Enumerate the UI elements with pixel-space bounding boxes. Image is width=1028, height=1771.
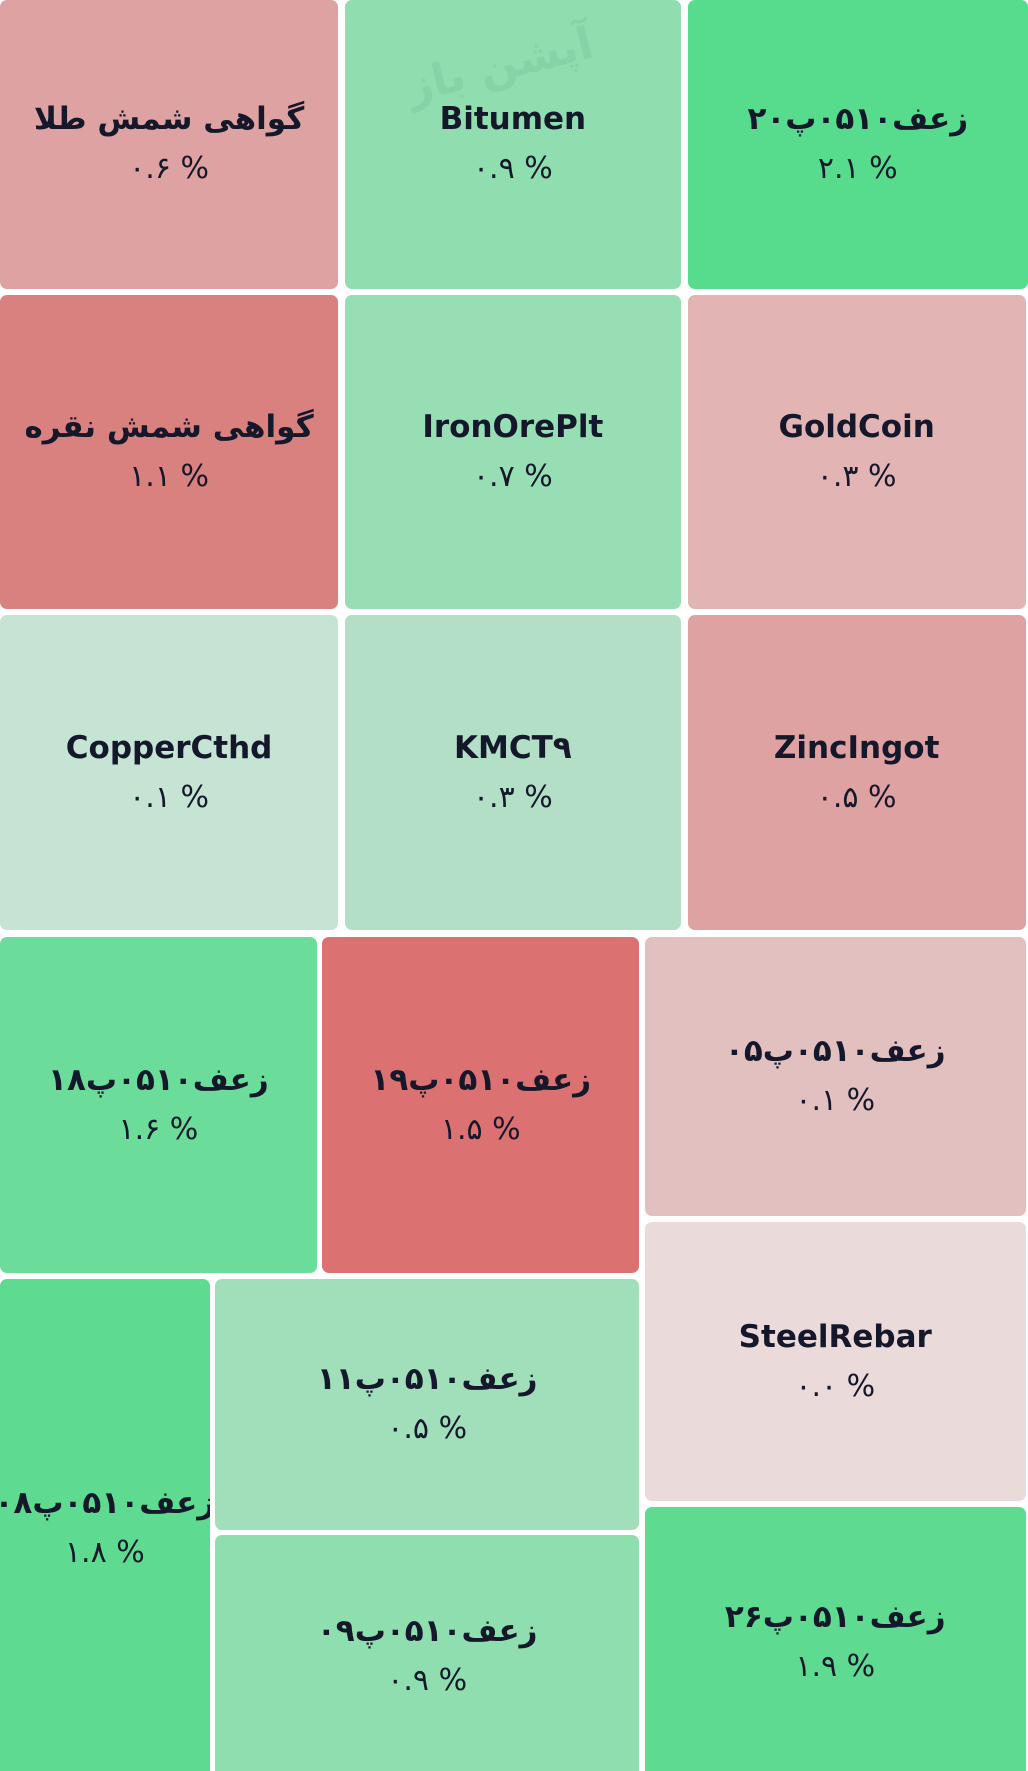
tile-change: ۰.۰ %	[795, 1368, 876, 1404]
tile[interactable]: GoldCoin ۰.۳ %	[687, 295, 1026, 609]
tile[interactable]: IronOrePlt ۰.۷ %	[344, 295, 681, 609]
tile-change: ۰.۳ %	[472, 779, 553, 815]
tile[interactable]: ZincIngot ۰.۵ %	[687, 615, 1026, 930]
tile[interactable]: زعف۰۵۱۰پ۱۸ ۱.۶ %	[0, 936, 317, 1273]
tile-name: CopperCthd	[65, 729, 273, 766]
tile-change: ۱.۶ %	[118, 1111, 199, 1147]
tile-name: زعف۰۵۱۰پ۰۸	[0, 1485, 210, 1522]
tile-name: زعف۰۵۱۰پ۱۸	[48, 1061, 269, 1098]
tile-change: ۰.۷ %	[472, 458, 553, 494]
tile[interactable]: Bitumen ۰.۹ %	[344, 0, 681, 289]
tile-change: ۱.۸ %	[64, 1535, 145, 1571]
tile-name: زعف۰۵۱۰پ۰۵	[724, 1033, 946, 1070]
tile-name: IronOrePlt	[422, 408, 604, 445]
tile-change: ۰.۵ %	[816, 779, 897, 815]
tile[interactable]: زعف۰۵۱۰پ۲۶ ۱.۹ %	[644, 1507, 1026, 1771]
tile-change: ۱.۵ %	[440, 1111, 521, 1147]
tile-name: Bitumen	[439, 101, 587, 138]
tile-change: ۰.۱ %	[795, 1083, 876, 1119]
tile-name: گواهی شمش طلا	[33, 101, 305, 138]
tile[interactable]: زعف۰۵۱۰پ۰۹ ۰.۹ %	[215, 1535, 640, 1771]
tile[interactable]: زعف۰۵۱۰پ۱۹ ۱.۵ %	[322, 936, 640, 1273]
tile-change: ۰.۶ %	[129, 151, 209, 187]
tile-change: ۱.۹ %	[795, 1649, 876, 1685]
tile-name: زعف۰۵۱۰پ۰۹	[316, 1613, 538, 1650]
tile-name: GoldCoin	[778, 408, 935, 445]
tile-name: گواهی شمش نقره	[24, 408, 314, 445]
tile[interactable]: زعف۰۵۱۰پ۱۱ ۰.۵ %	[215, 1279, 640, 1530]
tile-name: SteelRebar	[738, 1318, 932, 1355]
tile-change: ۰.۱ %	[129, 779, 209, 815]
tile[interactable]: SteelRebar ۰.۰ %	[644, 1221, 1026, 1502]
tile[interactable]: CopperCthd ۰.۱ %	[0, 615, 339, 930]
tile[interactable]: KMCT۹ ۰.۳ %	[344, 615, 681, 930]
tile-name: زعف۰۵۱۰پ۱۱	[316, 1361, 538, 1398]
tile-change: ۰.۵ %	[387, 1411, 468, 1447]
tile[interactable]: زعف۰۵۱۰پ۰۵ ۰.۱ %	[644, 936, 1026, 1217]
tile-change: ۰.۹ %	[472, 151, 553, 187]
tile[interactable]: زعف۰۵۱۰پ۰۸ ۱.۸ %	[0, 1279, 210, 1771]
tile[interactable]: گواهی شمش نقره ۱.۱ %	[0, 295, 339, 609]
tile-change: ۰.۳ %	[816, 458, 897, 494]
tile-change: ۲.۱ %	[817, 151, 898, 187]
tile-change: ۰.۹ %	[387, 1663, 468, 1699]
tile-change: ۱.۱ %	[129, 458, 209, 494]
tile-name: زعف۰۵۱۰پ۲۰	[747, 101, 969, 138]
tile-name: زعف۰۵۱۰پ۱۹	[370, 1061, 592, 1098]
tile-name: KMCT۹	[454, 729, 572, 766]
tile-name: ZincIngot	[773, 729, 940, 766]
tile[interactable]: زعف۰۵۱۰پ۲۰ ۲.۱ %	[687, 0, 1028, 289]
tile[interactable]: گواهی شمش طلا ۰.۶ %	[0, 0, 339, 289]
tile-name: زعف۰۵۱۰پ۲۶	[724, 1599, 946, 1636]
